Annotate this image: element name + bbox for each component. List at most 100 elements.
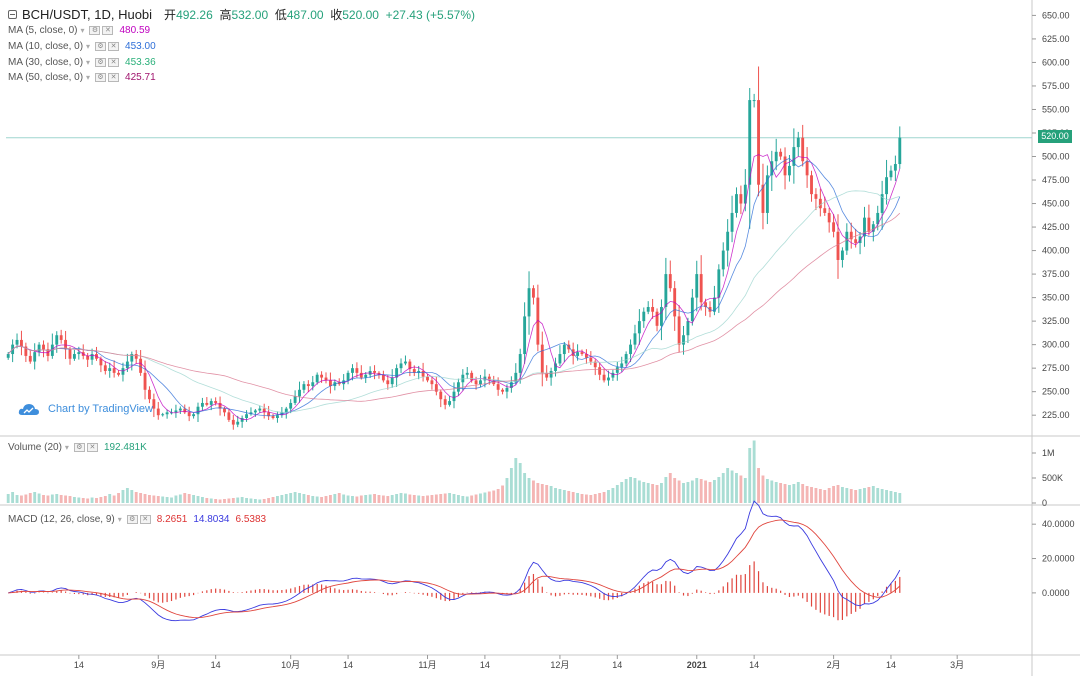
ma-line-5 <box>7 154 901 421</box>
volume-bar <box>540 484 544 503</box>
chevron-down-icon[interactable]: ▾ <box>86 42 91 51</box>
candle-body <box>840 250 844 260</box>
ma5-legend[interactable]: MA (5, close, 0) ▾ ⚙ ✕ 480.59 <box>8 25 150 36</box>
volume-bar <box>668 473 672 503</box>
settings-icon[interactable]: ⚙ <box>126 515 138 524</box>
volume-bar <box>465 496 469 503</box>
volume-bar <box>580 494 584 503</box>
volume-tick-label: 1M <box>1042 448 1055 458</box>
volume-bar <box>55 494 59 503</box>
candle-body <box>223 408 226 413</box>
candle-body <box>165 412 169 415</box>
volume-bar <box>885 490 888 503</box>
candle-body <box>15 339 19 345</box>
collapse-icon[interactable] <box>8 10 17 19</box>
ma50-legend[interactable]: MA (50, close, 0) ▾ ⚙ ✕ 425.71 <box>8 72 156 83</box>
time-tick-label: 14 <box>74 660 84 670</box>
volume-bar <box>686 482 690 503</box>
change-value: +27.43 (+5.57%) <box>385 8 476 22</box>
volume-bar <box>748 448 752 503</box>
candle-body <box>152 399 156 409</box>
volume-bar <box>871 486 875 503</box>
volume-bar <box>77 497 81 503</box>
time-tick-label: 2月 <box>827 660 841 670</box>
ma10-label: MA (10, close, 0) <box>8 41 84 52</box>
candle-body <box>589 357 593 362</box>
volume-bar <box>840 487 844 503</box>
chevron-down-icon[interactable]: ▾ <box>64 443 69 452</box>
volume-bar <box>615 485 619 503</box>
candle-body <box>130 354 134 362</box>
volume-bar <box>434 494 438 503</box>
candle-body <box>355 368 359 373</box>
ma10-legend[interactable]: MA (10, close, 0) ▾ ⚙ ✕ 453.00 <box>8 41 156 52</box>
close-icon[interactable]: ✕ <box>108 42 120 51</box>
volume-bar <box>704 480 708 503</box>
symbol-title[interactable]: BCH/USDT, 1D, Huobi <box>22 7 153 22</box>
volume-bar <box>430 495 434 503</box>
candle-body <box>739 194 743 204</box>
close-icon[interactable]: ✕ <box>102 26 114 35</box>
volume-bar <box>196 496 200 503</box>
chevron-down-icon[interactable]: ▾ <box>117 515 122 524</box>
volume-bar <box>545 485 549 503</box>
candle-body <box>236 421 240 425</box>
volume-bar <box>651 484 655 503</box>
candle-body <box>664 274 668 308</box>
candle-body <box>183 408 187 413</box>
volume-legend[interactable]: Volume (20) ▾ ⚙ ✕ 192.481K <box>8 442 147 453</box>
volume-tick-label: 500K <box>1042 473 1063 483</box>
candle-body <box>730 212 734 232</box>
volume-bar <box>810 487 813 503</box>
candle-body <box>845 231 849 251</box>
chevron-down-icon[interactable]: ▾ <box>80 26 85 35</box>
candle-body <box>655 311 659 326</box>
candle-body <box>660 307 663 326</box>
chevron-down-icon[interactable]: ▾ <box>86 58 91 67</box>
volume-bar <box>28 493 32 503</box>
settings-icon[interactable]: ⚙ <box>95 58 107 67</box>
macd-legend[interactable]: MACD (12, 26, close, 9) ▾ ⚙ ✕ 8.2651 14.80… <box>8 514 266 525</box>
candle-body <box>289 402 293 409</box>
volume-bar <box>642 482 646 503</box>
candle-body <box>832 222 836 232</box>
candle-body <box>205 402 209 405</box>
price-tick-label: 500.00 <box>1042 152 1070 162</box>
volume-bar <box>532 480 535 503</box>
candle-body <box>898 137 902 165</box>
volume-bar <box>620 482 624 503</box>
candle-body <box>434 384 438 392</box>
candle-body <box>178 408 182 411</box>
volume-bar <box>554 488 557 503</box>
volume-bar <box>333 494 337 503</box>
settings-icon[interactable]: ⚙ <box>73 443 85 452</box>
close-icon[interactable]: ✕ <box>108 58 120 67</box>
ma30-legend[interactable]: MA (30, close, 0) ▾ ⚙ ✕ 453.36 <box>8 57 156 68</box>
candle-body <box>240 418 244 422</box>
candle-body <box>399 363 403 369</box>
volume-bar <box>59 495 63 503</box>
close-icon[interactable]: ✕ <box>139 515 151 524</box>
close-value: 520.00 <box>342 8 379 22</box>
candle-body <box>642 311 646 322</box>
settings-icon[interactable]: ⚙ <box>95 73 107 82</box>
close-icon[interactable]: ✕ <box>86 443 98 452</box>
candle-body <box>324 377 328 381</box>
volume-bar <box>289 493 293 503</box>
candle-body <box>156 408 160 416</box>
settings-icon[interactable]: ⚙ <box>89 26 101 35</box>
settings-icon[interactable]: ⚙ <box>95 42 107 51</box>
candle-body <box>161 414 165 416</box>
candle-body <box>20 339 23 347</box>
chevron-down-icon[interactable]: ▾ <box>86 73 91 82</box>
price-tick-label: 425.00 <box>1042 222 1070 232</box>
candle-body <box>373 370 376 373</box>
volume-bar <box>743 478 747 503</box>
candle-body <box>302 384 306 390</box>
tradingview-watermark[interactable]: Chart by TradingView <box>18 402 153 416</box>
close-icon[interactable]: ✕ <box>108 73 120 82</box>
candle-body <box>395 368 399 378</box>
candle-body <box>849 231 853 240</box>
